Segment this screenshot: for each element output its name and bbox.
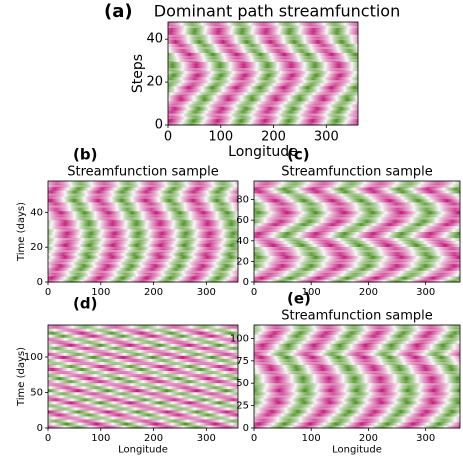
x-tick-label: 100 [91, 287, 110, 298]
y-tick-label: 20 [236, 256, 249, 267]
heatmap [254, 325, 460, 429]
x-tick-label: 200 [144, 433, 163, 444]
panel-label: (e) [287, 290, 311, 308]
panel-label: (a) [104, 1, 133, 22]
y-tick-label: 0 [155, 118, 163, 133]
y-tick-label: 0 [243, 277, 249, 288]
x-tick-label: 300 [314, 129, 339, 144]
x-axis-label: Longitude [228, 144, 298, 160]
y-tick-label: 40 [146, 32, 163, 47]
panel-label: (d) [73, 295, 97, 313]
x-tick-label: 300 [197, 433, 216, 444]
y-tick-label: 20 [30, 242, 43, 253]
y-axis-label: Steps [130, 54, 146, 93]
plot-frame [253, 180, 461, 283]
x-tick-label: 100 [302, 287, 321, 298]
plot-frame [253, 324, 461, 429]
y-tick-label: 40 [30, 207, 43, 218]
y-tick-label: 0 [37, 277, 43, 288]
plot-frame [47, 324, 239, 429]
heatmap [48, 325, 238, 429]
plot-frame [167, 21, 359, 126]
x-tick-label: 100 [208, 129, 233, 144]
y-tick-label: 60 [236, 215, 249, 226]
y-tick-label: 50 [30, 387, 43, 398]
heatmap [168, 22, 358, 126]
x-tick-label: 0 [45, 287, 51, 298]
y-axis-label: Time (days) [16, 202, 27, 262]
panel-title: Streamfunction sample [281, 309, 433, 324]
x-tick-label: 0 [251, 433, 257, 444]
panel-title: Dominant path streamfunction [154, 2, 400, 21]
x-axis-label: Longitude [118, 445, 168, 456]
y-axis-label: Time (days) [16, 347, 27, 407]
x-tick-label: 300 [197, 287, 216, 298]
y-tick-label: 50 [236, 378, 249, 389]
x-tick-label: 200 [359, 287, 378, 298]
x-tick-label: 200 [261, 129, 286, 144]
y-tick-label: 75 [236, 356, 249, 367]
y-tick-label: 100 [230, 333, 249, 344]
heatmap [254, 181, 460, 283]
x-tick-label: 300 [416, 287, 435, 298]
y-tick-label: 80 [236, 195, 249, 206]
y-tick-label: 25 [236, 401, 249, 412]
x-tick-label: 200 [359, 433, 378, 444]
x-tick-label: 0 [164, 129, 172, 144]
panel-title: Streamfunction sample [67, 165, 219, 180]
plot-frame [47, 180, 239, 283]
panel-label: (b) [73, 146, 97, 164]
x-tick-label: 0 [45, 433, 51, 444]
x-tick-label: 200 [144, 287, 163, 298]
x-tick-label: 0 [251, 287, 257, 298]
panel-title: Streamfunction sample [281, 165, 433, 180]
heatmap [48, 181, 238, 283]
y-tick-label: 20 [146, 75, 163, 90]
y-tick-label: 40 [236, 236, 249, 247]
x-tick-label: 100 [302, 433, 321, 444]
panel-label: (c) [287, 146, 310, 164]
y-tick-label: 100 [24, 352, 43, 363]
y-tick-label: 0 [37, 423, 43, 434]
x-axis-label: Longitude [332, 445, 382, 456]
y-tick-label: 0 [243, 423, 249, 434]
x-tick-label: 100 [91, 433, 110, 444]
x-tick-label: 300 [416, 433, 435, 444]
